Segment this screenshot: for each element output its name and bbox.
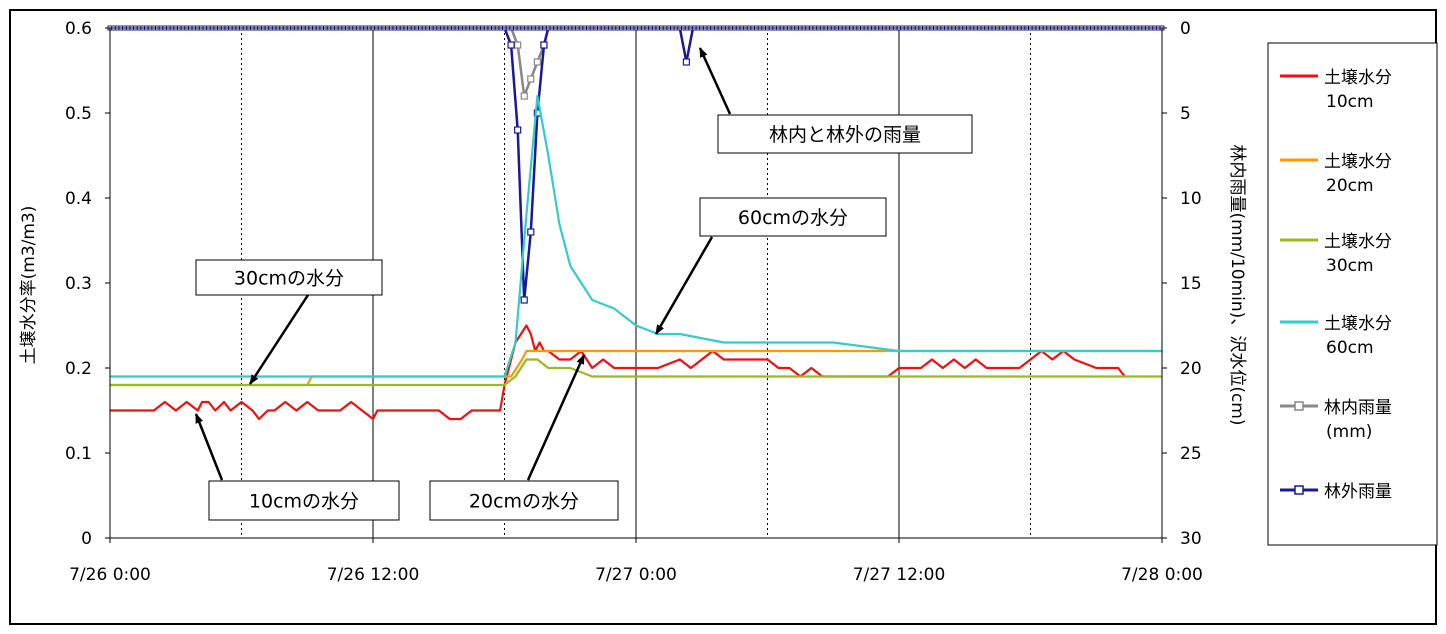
legend-item: 林外雨量 (1280, 482, 1392, 502)
legend-marker (1294, 401, 1304, 411)
series-line (110, 324, 1126, 421)
callout-box (429, 480, 619, 521)
series-point (514, 41, 522, 49)
left-tick-label: 0.5 (65, 104, 92, 124)
left-tick-label: 0.1 (65, 444, 92, 464)
chart-frame (9, 9, 1437, 625)
left-tick-label: 0 (81, 529, 92, 549)
series-point (507, 41, 515, 49)
right-tick-label: 25 (1180, 444, 1202, 464)
callout-box (208, 480, 400, 521)
callout-text: 30cmの水分 (234, 268, 344, 290)
callout-arrow (248, 294, 310, 385)
callout-box (699, 197, 887, 237)
right-tick-label: 20 (1180, 359, 1202, 379)
series-point (520, 92, 528, 100)
legend-label: 土壌水分 (1324, 232, 1392, 252)
series-point (527, 75, 535, 83)
callout-arrow (654, 236, 714, 335)
callout-arrow (194, 413, 224, 481)
series-line (110, 26, 1162, 302)
left-axis-ticks: 0 0.1 0.2 0.3 0.4 0.5 0.6 (65, 19, 110, 549)
legend-item: 土壌水分 10cm (1280, 68, 1392, 112)
series-point (527, 228, 535, 236)
callout-text: 林内と林外の雨量 (769, 124, 921, 146)
legend-sublabel: 30cm (1326, 256, 1374, 276)
x-tick-label: 7/26 0:00 (69, 565, 151, 585)
legend-item: 林内雨量 (mm) (1280, 398, 1392, 442)
callout: 20cmの水分 (429, 354, 619, 521)
series-line (110, 94, 1162, 378)
callout: 30cmの水分 (195, 259, 383, 385)
x-tick-label: 7/28 0:00 (1121, 565, 1203, 585)
callout: 10cmの水分 (194, 413, 400, 521)
left-tick-label: 0.4 (65, 189, 92, 209)
x-axis-ticks: 7/26 0:00 7/26 12:00 7/27 0:00 7/27 12:00 7/… (69, 538, 1203, 585)
right-tick-label: 30 (1180, 529, 1202, 549)
legend-item: 土壌水分 30cm (1280, 232, 1392, 276)
callout: 林内と林外の雨量 (698, 47, 973, 154)
legend-sublabel: 20cm (1326, 176, 1374, 196)
callout-text: 60cmの水分 (738, 207, 848, 229)
left-axis-title: 土壌水分率(m3/m3) (19, 206, 39, 365)
grid (241, 28, 1031, 538)
series-line (110, 349, 1162, 387)
series-point (682, 58, 691, 66)
legend-sublabel: 10cm (1326, 92, 1374, 112)
legend-marker (1294, 485, 1304, 495)
callout-box (717, 114, 973, 154)
callout: 60cmの水分 (654, 197, 887, 335)
legend-label: 土壌水分 (1324, 152, 1392, 172)
callout-box (195, 259, 383, 296)
series-point (520, 296, 528, 304)
legend-item: 土壌水分 60cm (1280, 314, 1392, 358)
series-point (540, 41, 548, 49)
legend-sublabel: 60cm (1326, 338, 1374, 358)
right-axis-ticks: 0 5 10 15 20 25 30 (1162, 19, 1202, 549)
left-tick-label: 0.3 (65, 274, 92, 294)
right-axis-title: 林内雨量(mm/10min)、沢水位(cm) (1227, 145, 1247, 426)
legend-item: 土壌水分 20cm (1280, 152, 1392, 196)
callout-arrow (526, 354, 586, 481)
right-tick-label: 0 (1180, 19, 1191, 39)
x-tick-label: 7/27 12:00 (853, 565, 946, 585)
legend-label: 土壌水分 (1324, 314, 1392, 334)
legend-label: 林外雨量 (1324, 482, 1392, 502)
legend-box (1267, 42, 1438, 546)
series-point (514, 126, 522, 134)
left-tick-label: 0.6 (65, 19, 92, 39)
right-tick-label: 15 (1180, 274, 1202, 294)
callout-text: 10cmの水分 (249, 491, 359, 513)
x-tick-label: 7/26 12:00 (327, 565, 420, 585)
series-point (533, 58, 541, 66)
legend: 土壌水分 10cm 土壌水分 20cm 土壌水分 30cm 土壌水分 60cm 林内雨量 (mm)… (1267, 42, 1438, 546)
callout-arrow (698, 47, 732, 115)
callouts: 林内と林外の雨量 60cmの水分 30cmの水分 10cmの水分 20cmの水分 (194, 47, 973, 521)
series-line (110, 358, 1162, 387)
legend-label: 土壌水分 (1324, 68, 1392, 88)
left-tick-label: 0.2 (65, 359, 92, 379)
callout-text: 20cmの水分 (469, 491, 579, 513)
legend-sublabel: (mm) (1326, 422, 1372, 442)
legend-label: 林内雨量 (1324, 398, 1392, 418)
right-tick-label: 5 (1180, 104, 1191, 124)
right-tick-label: 10 (1180, 189, 1202, 209)
x-tick-label: 7/27 0:00 (595, 565, 677, 585)
